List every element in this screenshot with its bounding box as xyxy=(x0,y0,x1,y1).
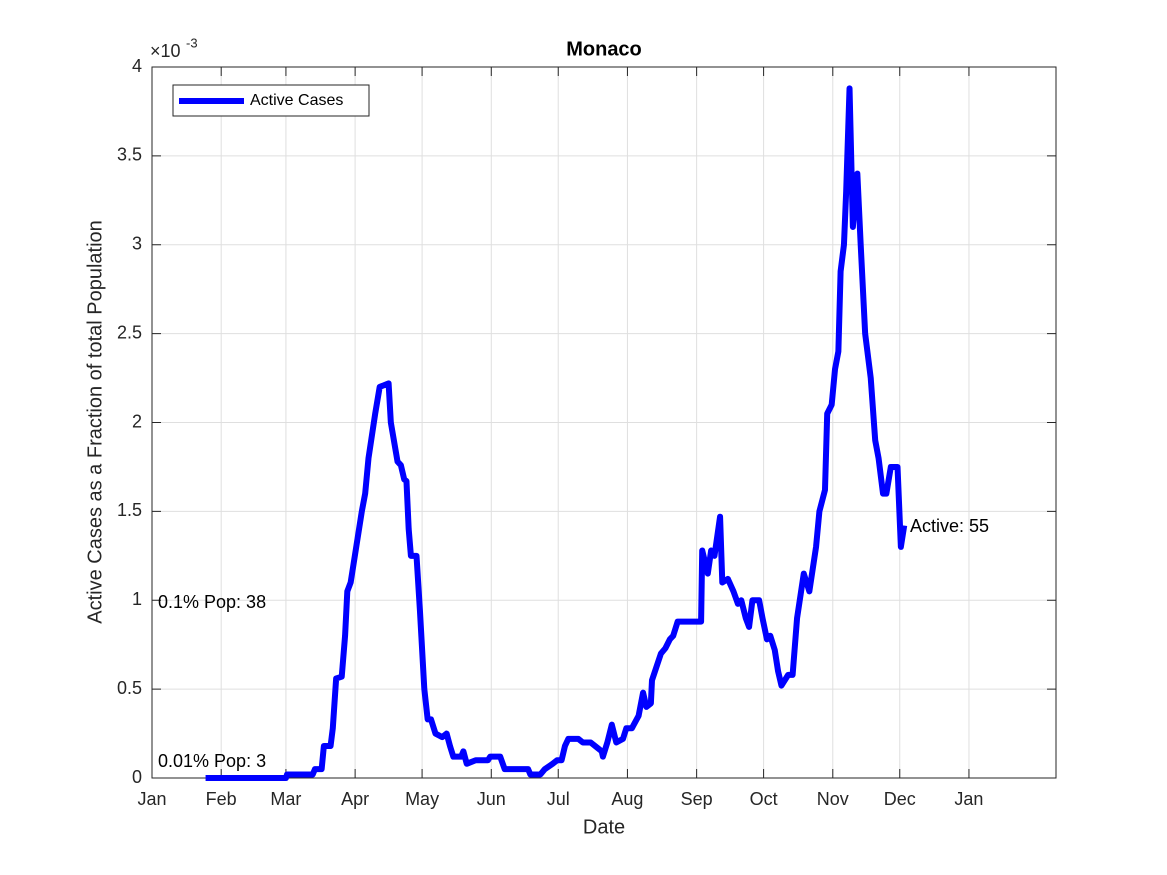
axes-box xyxy=(151,66,1057,779)
x-tick-label: Aug xyxy=(611,789,643,809)
x-tick-label: Feb xyxy=(206,789,237,809)
y-tick-label: 4 xyxy=(132,56,142,76)
y-multiplier-exponent: -3 xyxy=(186,35,198,50)
annotation: Active: 55 xyxy=(910,516,989,536)
x-axis-label: Date xyxy=(583,816,625,838)
x-tick-label: Dec xyxy=(884,789,916,809)
x-tick-label: Jul xyxy=(547,789,570,809)
x-tick-label: Jun xyxy=(477,789,506,809)
x-tick-label: Apr xyxy=(341,789,369,809)
annotation: 0.1% Pop: 38 xyxy=(158,592,266,612)
x-tick-label: Mar xyxy=(270,789,301,809)
y-axis-label: Active Cases as a Fraction of total Popu… xyxy=(84,220,106,624)
x-tick-label: May xyxy=(405,789,439,809)
x-tick-label: Jan xyxy=(137,789,166,809)
x-tick-label: Jan xyxy=(954,789,983,809)
x-tick-label: Oct xyxy=(750,789,778,809)
legend-label: Active Cases xyxy=(250,92,343,109)
x-tick-label: Sep xyxy=(681,789,713,809)
y-tick-label: 2 xyxy=(132,411,142,431)
data-line xyxy=(205,85,908,781)
y-multiplier-base: ×10 xyxy=(150,41,181,61)
y-tick-label: 1.5 xyxy=(117,500,142,520)
y-tick-label: 0.5 xyxy=(117,678,142,698)
y-tick-label: 0 xyxy=(132,767,142,787)
y-tick-label: 2.5 xyxy=(117,322,142,342)
y-tick-label: 3 xyxy=(132,234,142,254)
y-tick-label: 1 xyxy=(132,589,142,609)
annotation: 0.01% Pop: 3 xyxy=(158,751,266,771)
y-tick-label: 3.5 xyxy=(117,145,142,165)
chart-title: Monaco xyxy=(566,38,642,60)
x-tick-label: Nov xyxy=(817,789,849,809)
